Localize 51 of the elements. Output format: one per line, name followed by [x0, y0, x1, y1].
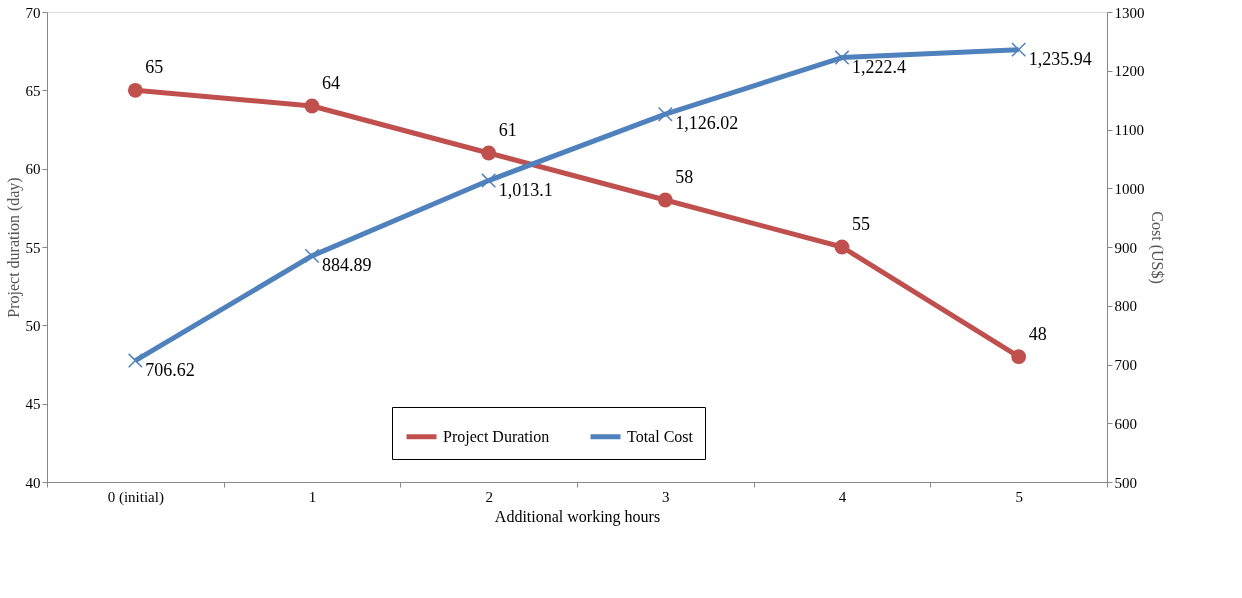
data-label: 48	[1028, 323, 1047, 344]
y2-tick-label: 600	[1114, 415, 1137, 432]
data-label: 55	[852, 214, 870, 234]
data-label: 1,013.1	[498, 179, 553, 200]
data-label: 706.62	[145, 359, 195, 380]
data-label: 58	[675, 167, 694, 187]
point	[657, 106, 673, 122]
y-tick-label: 50	[25, 317, 41, 334]
y2-tick-label: 1300	[1114, 4, 1145, 21]
y-axis-title: Project duration (day)	[4, 177, 23, 318]
data-label: 1,235.94	[1028, 48, 1092, 69]
y-tick-label: 40	[25, 474, 41, 491]
point	[1011, 349, 1027, 365]
x-tick-label: 1	[308, 488, 317, 505]
x-tick-label: 4	[838, 488, 847, 505]
y2-tick-label: 1000	[1114, 180, 1145, 197]
y2-axis-title: Cost (US$)	[1147, 211, 1166, 284]
y-tick-label: 55	[25, 239, 41, 256]
x-tick-label: 3	[662, 488, 670, 505]
point	[304, 248, 320, 264]
point	[481, 173, 497, 189]
point	[481, 145, 497, 161]
y2-tick-label: 900	[1114, 239, 1137, 256]
point	[127, 353, 143, 369]
x-tick-label: 2	[485, 488, 493, 505]
legend-label: Total Cost	[627, 427, 694, 445]
point	[304, 98, 320, 114]
y2-tick-label: 500	[1114, 474, 1137, 491]
x-axis-title: Additional working hours	[494, 507, 661, 526]
point	[127, 82, 143, 98]
y-tick-label: 70	[25, 4, 41, 21]
y2-tick-label: 1200	[1114, 63, 1145, 80]
data-label: 65	[145, 57, 164, 78]
data-label: 1,126.02	[675, 113, 739, 134]
x-tick-label: 5	[1015, 488, 1023, 505]
y-tick-label: 60	[25, 161, 41, 178]
point	[1011, 42, 1027, 58]
legend-label: Project Duration	[443, 427, 550, 446]
point	[657, 192, 673, 208]
y2-tick-label: 800	[1114, 298, 1137, 315]
point	[834, 239, 850, 255]
y2-tick-label: 1100	[1114, 122, 1144, 138]
y-tick-label: 45	[25, 396, 41, 413]
y-tick-label: 65	[25, 82, 41, 99]
x-tick-label: 0 (initial)	[107, 488, 164, 506]
point	[834, 50, 850, 66]
y2-tick-label: 700	[1114, 357, 1137, 373]
data-label: 884.89	[322, 254, 372, 275]
data-label: 61	[498, 120, 517, 140]
data-label: 1,222.4	[852, 56, 906, 77]
data-label: 64	[322, 73, 340, 93]
